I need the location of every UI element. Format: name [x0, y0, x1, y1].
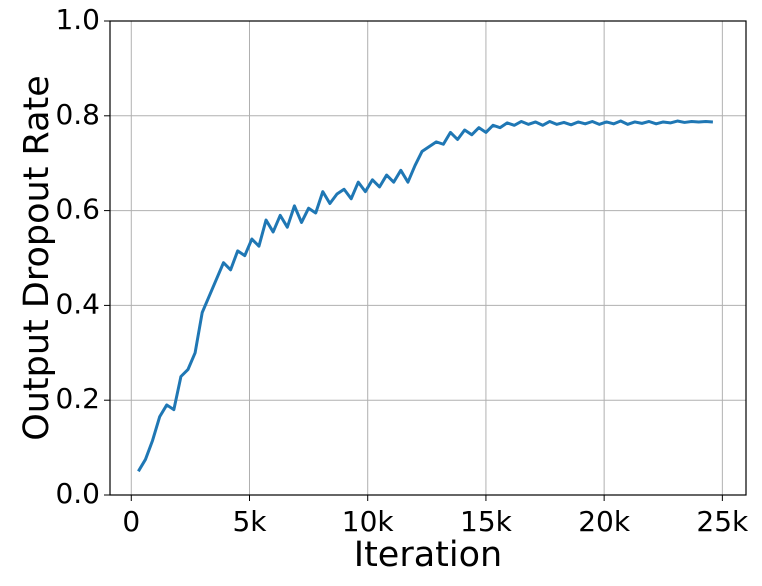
- x-tick-label: 25k: [696, 505, 749, 538]
- x-axis-label: Iteration: [354, 535, 502, 575]
- y-tick-label: 0.2: [55, 382, 100, 415]
- y-axis-label: Output Dropout Rate: [17, 75, 57, 441]
- x-tick-label: 15k: [460, 505, 513, 538]
- data-line: [137, 119, 714, 473]
- x-tick-label: 0: [122, 505, 140, 538]
- plot-frame: [109, 20, 747, 496]
- y-tick-label: 0.4: [55, 287, 100, 320]
- x-tick-label: 5k: [232, 505, 267, 538]
- y-tick-label: 1.0: [55, 3, 100, 36]
- y-tick-label: 0.8: [55, 98, 100, 131]
- x-tick-label: 10k: [342, 505, 395, 538]
- y-tick-label: 0.0: [55, 477, 100, 510]
- y-tick-label: 0.6: [55, 193, 100, 226]
- x-tick-label: 20k: [578, 505, 631, 538]
